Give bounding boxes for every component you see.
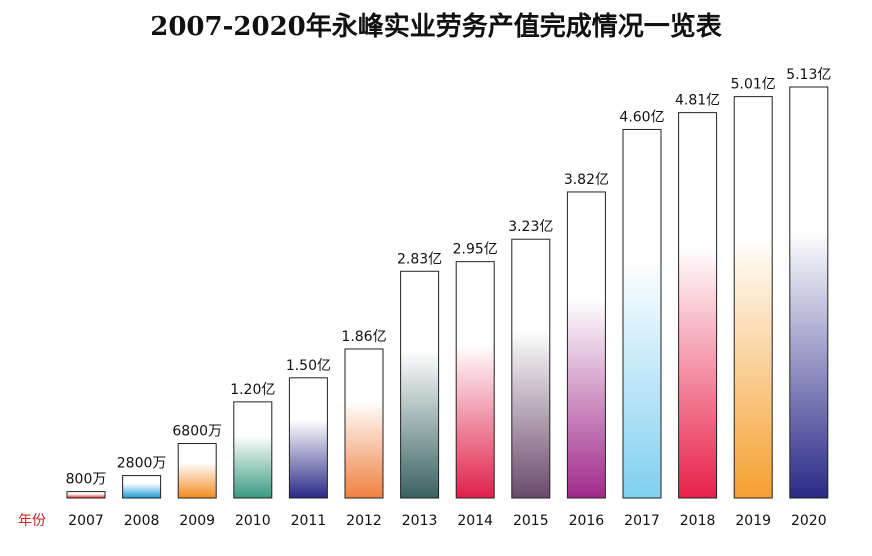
value-label: 5.13亿 — [786, 67, 831, 83]
bar — [678, 112, 718, 499]
x-tick-label: 2014 — [457, 513, 493, 529]
x-tick-label: 2011 — [291, 513, 327, 529]
bar — [66, 491, 106, 499]
x-tick-label: 2015 — [513, 513, 549, 529]
value-label: 3.23亿 — [508, 219, 553, 235]
x-tick-label: 2008 — [124, 513, 160, 529]
bar — [288, 377, 328, 499]
bar — [733, 96, 773, 499]
value-label: 2.83亿 — [397, 251, 442, 267]
bar — [455, 261, 495, 499]
x-tick-label: 2019 — [735, 513, 771, 529]
value-label: 1.86亿 — [341, 329, 386, 345]
value-label: 3.82亿 — [564, 172, 609, 188]
bar — [233, 401, 273, 499]
x-tick-label: 2009 — [179, 513, 215, 529]
x-tick-label: 2010 — [235, 513, 271, 529]
value-label: 1.50亿 — [286, 358, 331, 374]
value-label: 6800万 — [172, 424, 222, 440]
value-label: 1.20亿 — [230, 382, 275, 398]
bar — [122, 475, 162, 499]
bar — [789, 86, 829, 499]
x-tick-label: 2013 — [402, 513, 438, 529]
bar — [400, 270, 440, 499]
chart-title: 2007-2020年永峰实业劳务产值完成情况一览表 — [150, 11, 723, 42]
x-tick-label: 2020 — [791, 513, 827, 529]
x-tick-label: 2012 — [346, 513, 382, 529]
value-label: 800万 — [66, 472, 107, 488]
x-tick-label: 2017 — [624, 513, 660, 529]
value-label: 5.01亿 — [731, 77, 776, 93]
bar — [566, 191, 606, 499]
bar — [344, 348, 384, 499]
bar — [511, 238, 551, 499]
x-axis-label: 年份 — [18, 513, 46, 529]
x-tick-label: 2016 — [569, 513, 605, 529]
value-label: 4.81亿 — [675, 93, 720, 109]
bar — [177, 443, 217, 499]
value-label: 2.95亿 — [453, 242, 498, 258]
x-tick-label: 2007 — [68, 513, 104, 529]
value-label: 2800万 — [117, 456, 167, 472]
value-label: 4.60亿 — [619, 109, 664, 125]
bar — [622, 128, 662, 499]
x-tick-label: 2018 — [680, 513, 716, 529]
